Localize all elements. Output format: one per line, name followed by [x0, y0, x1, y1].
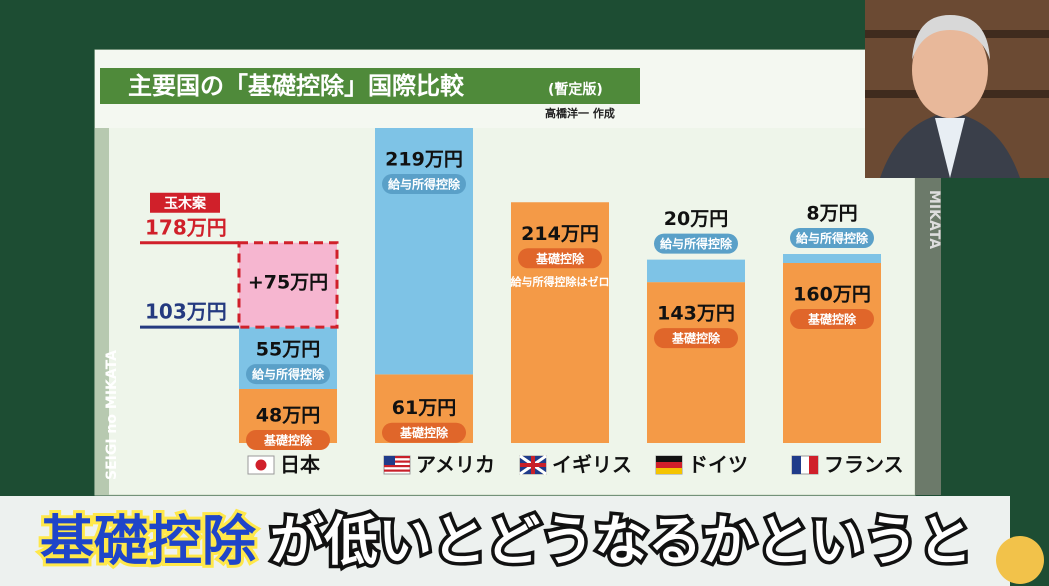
legend-label: ドイツ: [688, 453, 748, 477]
value-label: 219万円: [385, 149, 463, 171]
value-label: 48万円: [256, 405, 320, 427]
chart-title: 主要国の「基礎控除」国際比較: [128, 72, 465, 100]
side-label: SEIGI no MIKATA: [104, 350, 120, 480]
caption-band: [0, 496, 1010, 586]
series-pill: [382, 422, 466, 443]
series-label: 給与所得控除: [796, 231, 869, 246]
series-label: 給与所得控除: [388, 177, 461, 192]
bar-segment: [511, 202, 609, 443]
series-label: 基礎控除: [535, 251, 585, 266]
title-bar: [100, 68, 640, 104]
value-label: +75万円: [248, 271, 328, 293]
caption-highlight: 基礎控除: [40, 510, 257, 573]
series-pill: [382, 174, 466, 194]
series-pill: [790, 228, 874, 248]
series-pill: [246, 364, 330, 385]
flag: [384, 469, 410, 472]
presenter-shirt: [935, 118, 965, 178]
logo: [996, 536, 1044, 584]
value-label: 160万円: [793, 284, 871, 306]
chart-subtitle: (暫定版): [548, 81, 603, 98]
flag: [656, 462, 682, 468]
annotation: 給与所得控除はゼロ: [511, 274, 610, 288]
value-label: 143万円: [657, 303, 735, 325]
legend-label: イギリス: [552, 453, 632, 477]
value-label: 8万円: [806, 203, 857, 225]
legend-label: フランス: [824, 453, 904, 477]
reference-label: 178万円: [145, 215, 227, 239]
side-label: MIKATA: [926, 190, 942, 249]
value-label: 20万円: [664, 208, 728, 230]
flag: [792, 456, 801, 474]
series-pill: [654, 328, 738, 349]
series-pill: [654, 233, 738, 254]
bar-segment: [783, 263, 881, 443]
caption-text: が低いとどうなるかというと: [270, 510, 972, 573]
series-label: 基礎控除: [263, 433, 313, 448]
reference-tag: [150, 192, 220, 213]
bar-segment: [237, 241, 339, 329]
series-label: 基礎控除: [671, 331, 721, 346]
flag: [656, 468, 682, 474]
side-strip-right: [915, 178, 941, 495]
value-label: 55万円: [256, 339, 320, 361]
series-pill: [790, 309, 874, 329]
series-label: 給与所得控除: [252, 367, 325, 382]
credit: 高橋洋一 作成: [545, 106, 615, 120]
flag: [656, 456, 682, 462]
flag: [384, 460, 410, 463]
presenter-hair: [912, 15, 990, 60]
flag: [520, 456, 546, 474]
bar-segment: [783, 254, 881, 263]
bar-segment: [647, 282, 745, 443]
value-label: 61万円: [392, 397, 456, 419]
series-label: 基礎控除: [399, 425, 449, 440]
legend-label: 日本: [280, 453, 320, 477]
flag: [384, 456, 410, 459]
reference-label: 103万円: [145, 300, 227, 324]
flag: [384, 456, 395, 465]
series-pill: [518, 248, 602, 269]
presenter-face: [912, 22, 988, 118]
bar-segment: [647, 259, 745, 283]
side-strip: [95, 128, 109, 495]
flag: [255, 459, 267, 471]
flag: [384, 465, 410, 468]
value-label: 214万円: [521, 223, 599, 245]
series-label: 給与所得控除: [660, 236, 733, 251]
legend-label: アメリカ: [416, 453, 495, 477]
series-label: 基礎控除: [807, 312, 857, 327]
reference-tag-text: 玉木案: [164, 195, 207, 212]
flag: [809, 456, 818, 474]
series-pill: [246, 430, 330, 450]
bar-segment: [375, 128, 473, 375]
